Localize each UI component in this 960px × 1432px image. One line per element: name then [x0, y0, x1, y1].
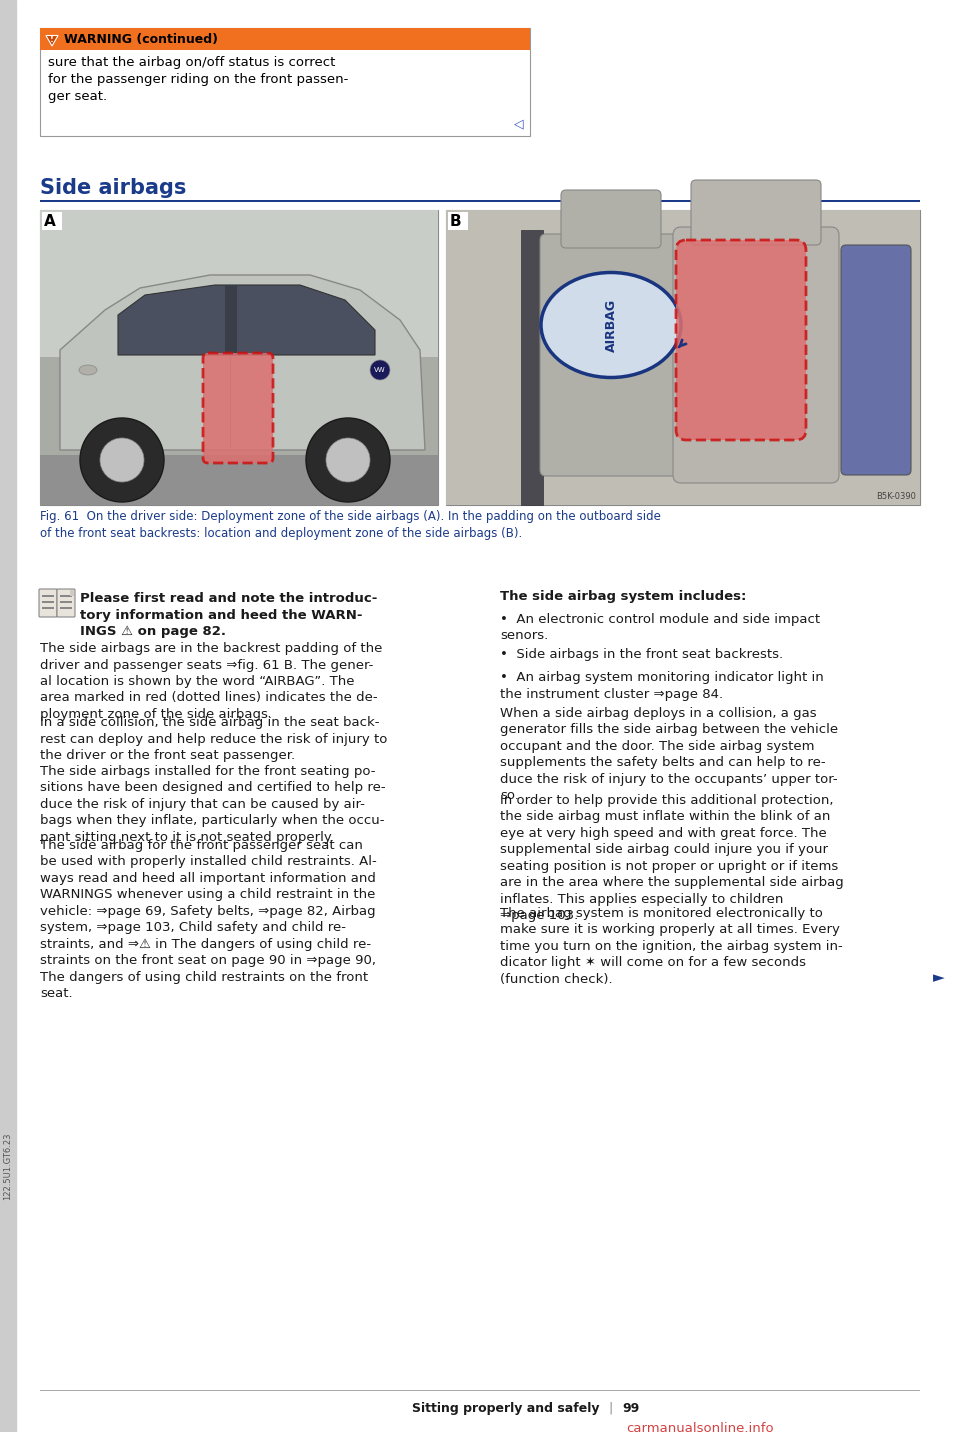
Bar	[446, 211, 920, 505]
FancyBboxPatch shape	[540, 233, 682, 475]
Text: Side airbags: Side airbags	[40, 178, 186, 198]
Text: Fig. 61  On the driver side: Deployment zone of the side airbags (A). In the pad: Fig. 61 On the driver side: Deployment z…	[40, 510, 660, 540]
Text: !: !	[50, 36, 54, 44]
Bar	[60, 596, 72, 597]
Text: The side airbag for the front passenger seat can
be used with properly installed: The side airbag for the front passenger …	[40, 839, 376, 1000]
Text: ►: ►	[933, 971, 945, 985]
FancyBboxPatch shape	[691, 180, 821, 245]
Polygon shape	[118, 285, 375, 355]
Ellipse shape	[79, 365, 97, 375]
Bar	[40, 200, 920, 202]
FancyBboxPatch shape	[841, 245, 911, 475]
Bar	[225, 285, 237, 355]
Bar	[42, 212, 62, 231]
FancyBboxPatch shape	[673, 228, 839, 483]
Bar	[60, 601, 72, 603]
Bar	[0, 0, 16, 1432]
Text: A: A	[44, 213, 56, 229]
Text: Please first read and note the introduc-
tory information and heed the WARN-
ING: Please first read and note the introduc-…	[80, 591, 377, 639]
FancyBboxPatch shape	[39, 589, 57, 617]
Bar	[40, 455, 438, 505]
FancyBboxPatch shape	[561, 190, 661, 248]
Bar	[40, 29, 530, 136]
Circle shape	[326, 438, 370, 483]
Text: sure that the airbag on/off status is correct
for the passenger riding on the fr: sure that the airbag on/off status is co…	[48, 56, 348, 103]
Text: In a side collision, the side airbag in the seat back-
rest can deploy and help : In a side collision, the side airbag in …	[40, 716, 388, 762]
Text: In order to help provide this additional protection,
the side airbag must inflat: In order to help provide this additional…	[500, 793, 844, 922]
Text: carmanualsonline.info: carmanualsonline.info	[626, 1422, 774, 1432]
FancyBboxPatch shape	[203, 354, 273, 463]
Text: WARNING (continued): WARNING (continued)	[64, 33, 218, 46]
Bar	[42, 596, 54, 597]
Text: 99: 99	[622, 1402, 639, 1415]
FancyBboxPatch shape	[57, 589, 75, 617]
Text: •  An airbag system monitoring indicator light in
the instrument cluster ⇒page 8: • An airbag system monitoring indicator …	[500, 672, 824, 700]
Text: |: |	[608, 1402, 612, 1415]
FancyBboxPatch shape	[676, 241, 806, 440]
Bar	[42, 607, 54, 609]
Circle shape	[306, 418, 390, 503]
Bar	[448, 212, 468, 231]
Text: B: B	[450, 213, 462, 229]
Text: 122.5U1.GT6.23: 122.5U1.GT6.23	[4, 1133, 12, 1200]
Text: AIRBAG: AIRBAG	[605, 298, 617, 352]
Text: When a side airbag deploys in a collision, a gas
generator fills the side airbag: When a side airbag deploys in a collisio…	[500, 707, 838, 802]
Circle shape	[80, 418, 164, 503]
Text: Sitting properly and safely: Sitting properly and safely	[413, 1402, 600, 1415]
Text: The airbag system is monitored electronically to
make sure it is working properl: The airbag system is monitored electroni…	[500, 906, 843, 985]
Circle shape	[370, 359, 390, 379]
Text: ◁: ◁	[515, 117, 524, 130]
Text: The side airbags are in the backrest padding of the
driver and passenger seats ⇒: The side airbags are in the backrest pad…	[40, 642, 382, 720]
Bar	[446, 211, 920, 505]
Bar	[42, 601, 54, 603]
Bar	[60, 607, 72, 609]
Text: The side airbag system includes:: The side airbag system includes:	[500, 590, 746, 603]
Polygon shape	[60, 275, 425, 450]
Bar	[40, 211, 438, 505]
Text: •  An electronic control module and side impact
senors.: • An electronic control module and side …	[500, 613, 820, 643]
Ellipse shape	[541, 272, 681, 378]
Bar	[40, 357, 438, 504]
Circle shape	[100, 438, 144, 483]
Text: The side airbags installed for the front seating po-
sitions have been designed : The side airbags installed for the front…	[40, 765, 386, 843]
Bar	[40, 29, 530, 50]
Bar	[40, 211, 438, 357]
Text: •  Side airbags in the front seat backrests.: • Side airbags in the front seat backres…	[500, 649, 783, 662]
Text: B5K-0390: B5K-0390	[876, 493, 916, 501]
Bar	[70, 590, 74, 596]
Text: VW: VW	[374, 367, 386, 372]
Bar	[521, 231, 543, 505]
